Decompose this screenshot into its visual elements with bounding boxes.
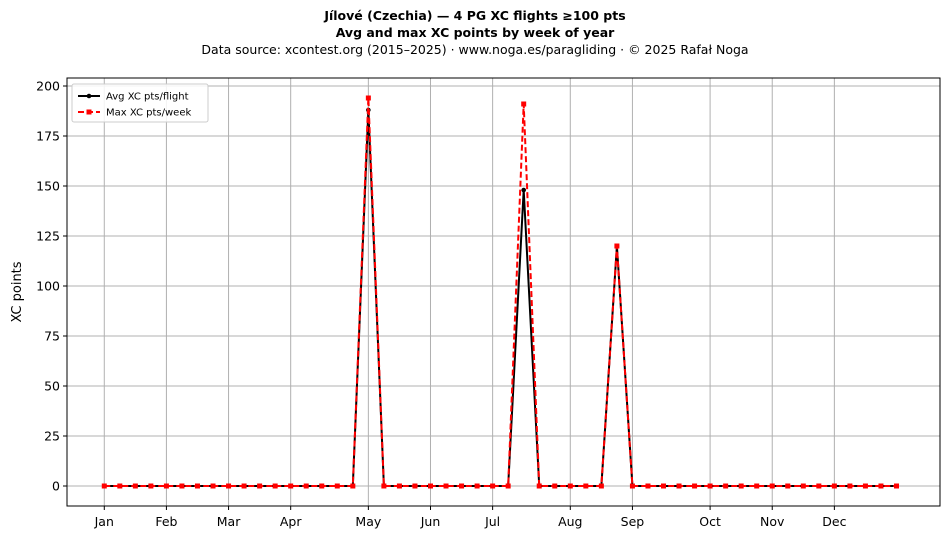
data-point — [521, 187, 526, 193]
data-point — [443, 483, 449, 489]
data-point — [692, 483, 698, 489]
y-tick-label: 150 — [36, 179, 60, 194]
data-point — [769, 483, 775, 489]
data-point — [862, 483, 868, 489]
data-point — [521, 101, 527, 107]
data-point — [536, 483, 542, 489]
data-point — [505, 483, 511, 489]
grid — [67, 78, 940, 506]
plot-frame — [66, 77, 941, 507]
data-point — [427, 483, 433, 489]
legend-marker — [86, 93, 92, 99]
x-tick-label: May — [355, 514, 381, 529]
data-point — [723, 483, 729, 489]
legend-box — [71, 83, 209, 123]
data-point — [816, 483, 822, 489]
data-point — [878, 483, 884, 489]
x-tick-label: Mar — [217, 514, 241, 529]
data-point — [629, 483, 635, 489]
data-point — [179, 483, 185, 489]
data-point — [785, 483, 791, 489]
y-tick-label: 75 — [44, 329, 60, 344]
data-point — [241, 483, 247, 489]
data-point — [412, 483, 418, 489]
chart-title: Jílové (Czechia) — 4 PG XC flights ≥100 … — [324, 8, 626, 23]
data-point — [381, 483, 387, 489]
y-tick-label: 100 — [36, 279, 60, 294]
series-line-1 — [104, 97, 897, 487]
data-point — [583, 483, 589, 489]
data-point — [194, 483, 200, 489]
data-point — [614, 243, 620, 249]
data-point — [831, 483, 837, 489]
series-layer — [101, 95, 900, 489]
y-tick-label: 25 — [44, 429, 60, 444]
chart-source: Data source: xcontest.org (2015–2025) · … — [201, 42, 749, 57]
data-point — [894, 483, 900, 489]
data-point — [101, 483, 107, 489]
data-point — [257, 483, 263, 489]
x-tick-label: Jul — [484, 514, 500, 529]
data-point — [676, 483, 682, 489]
x-tick-label: Nov — [760, 514, 785, 529]
x-tick-label: Oct — [699, 514, 721, 529]
data-point — [148, 483, 154, 489]
data-point — [226, 483, 232, 489]
legend-label-1: Max XC pts/week — [106, 108, 191, 119]
x-tick-label: Aug — [558, 514, 582, 529]
data-point — [754, 483, 760, 489]
legend-label-0: Avg XC pts/flight — [106, 92, 189, 103]
data-point — [210, 483, 216, 489]
data-point — [847, 483, 853, 489]
data-point — [800, 483, 806, 489]
data-point — [272, 483, 278, 489]
y-tick-label: 50 — [44, 379, 60, 394]
x-tick-label: Dec — [822, 514, 846, 529]
data-point — [474, 483, 480, 489]
y-tick-label: 175 — [36, 129, 60, 144]
data-point — [288, 483, 294, 489]
data-point — [334, 483, 340, 489]
legend: Avg XC pts/flight Max XC pts/week — [71, 83, 209, 123]
y-tick-label: 0 — [52, 479, 60, 494]
data-point — [319, 483, 325, 489]
x-tick-label: Jan — [94, 514, 114, 529]
y-tick-label: 125 — [36, 229, 60, 244]
x-tick-label: Apr — [280, 514, 302, 529]
data-point — [552, 483, 558, 489]
data-point — [707, 483, 713, 489]
y-tick-label: 200 — [36, 79, 60, 94]
data-point — [598, 483, 604, 489]
chart-titles: Jílové (Czechia) — 4 PG XC flights ≥100 … — [0, 7, 950, 58]
data-point — [645, 483, 651, 489]
data-point — [738, 483, 744, 489]
data-point — [365, 95, 371, 101]
y-axis-label: XC points — [10, 261, 25, 322]
data-point — [117, 483, 123, 489]
data-point — [303, 483, 309, 489]
data-point — [567, 483, 573, 489]
chart-subtitle: Avg and max XC points by week of year — [335, 25, 615, 40]
data-point — [163, 483, 169, 489]
data-point — [350, 483, 356, 489]
legend-marker — [86, 109, 92, 115]
data-point — [490, 483, 496, 489]
axis-ticks: 0 25 50 75 100 125 150 175 200 Jan Feb Mar Apr May Jun… — [36, 79, 846, 530]
data-point — [396, 483, 402, 489]
x-tick-label: Jun — [420, 514, 441, 529]
data-point — [132, 483, 138, 489]
data-point — [660, 483, 666, 489]
x-tick-label: Feb — [155, 514, 177, 529]
x-tick-label: Sep — [621, 514, 645, 529]
data-point — [459, 483, 465, 489]
series-line-0 — [104, 109, 897, 487]
